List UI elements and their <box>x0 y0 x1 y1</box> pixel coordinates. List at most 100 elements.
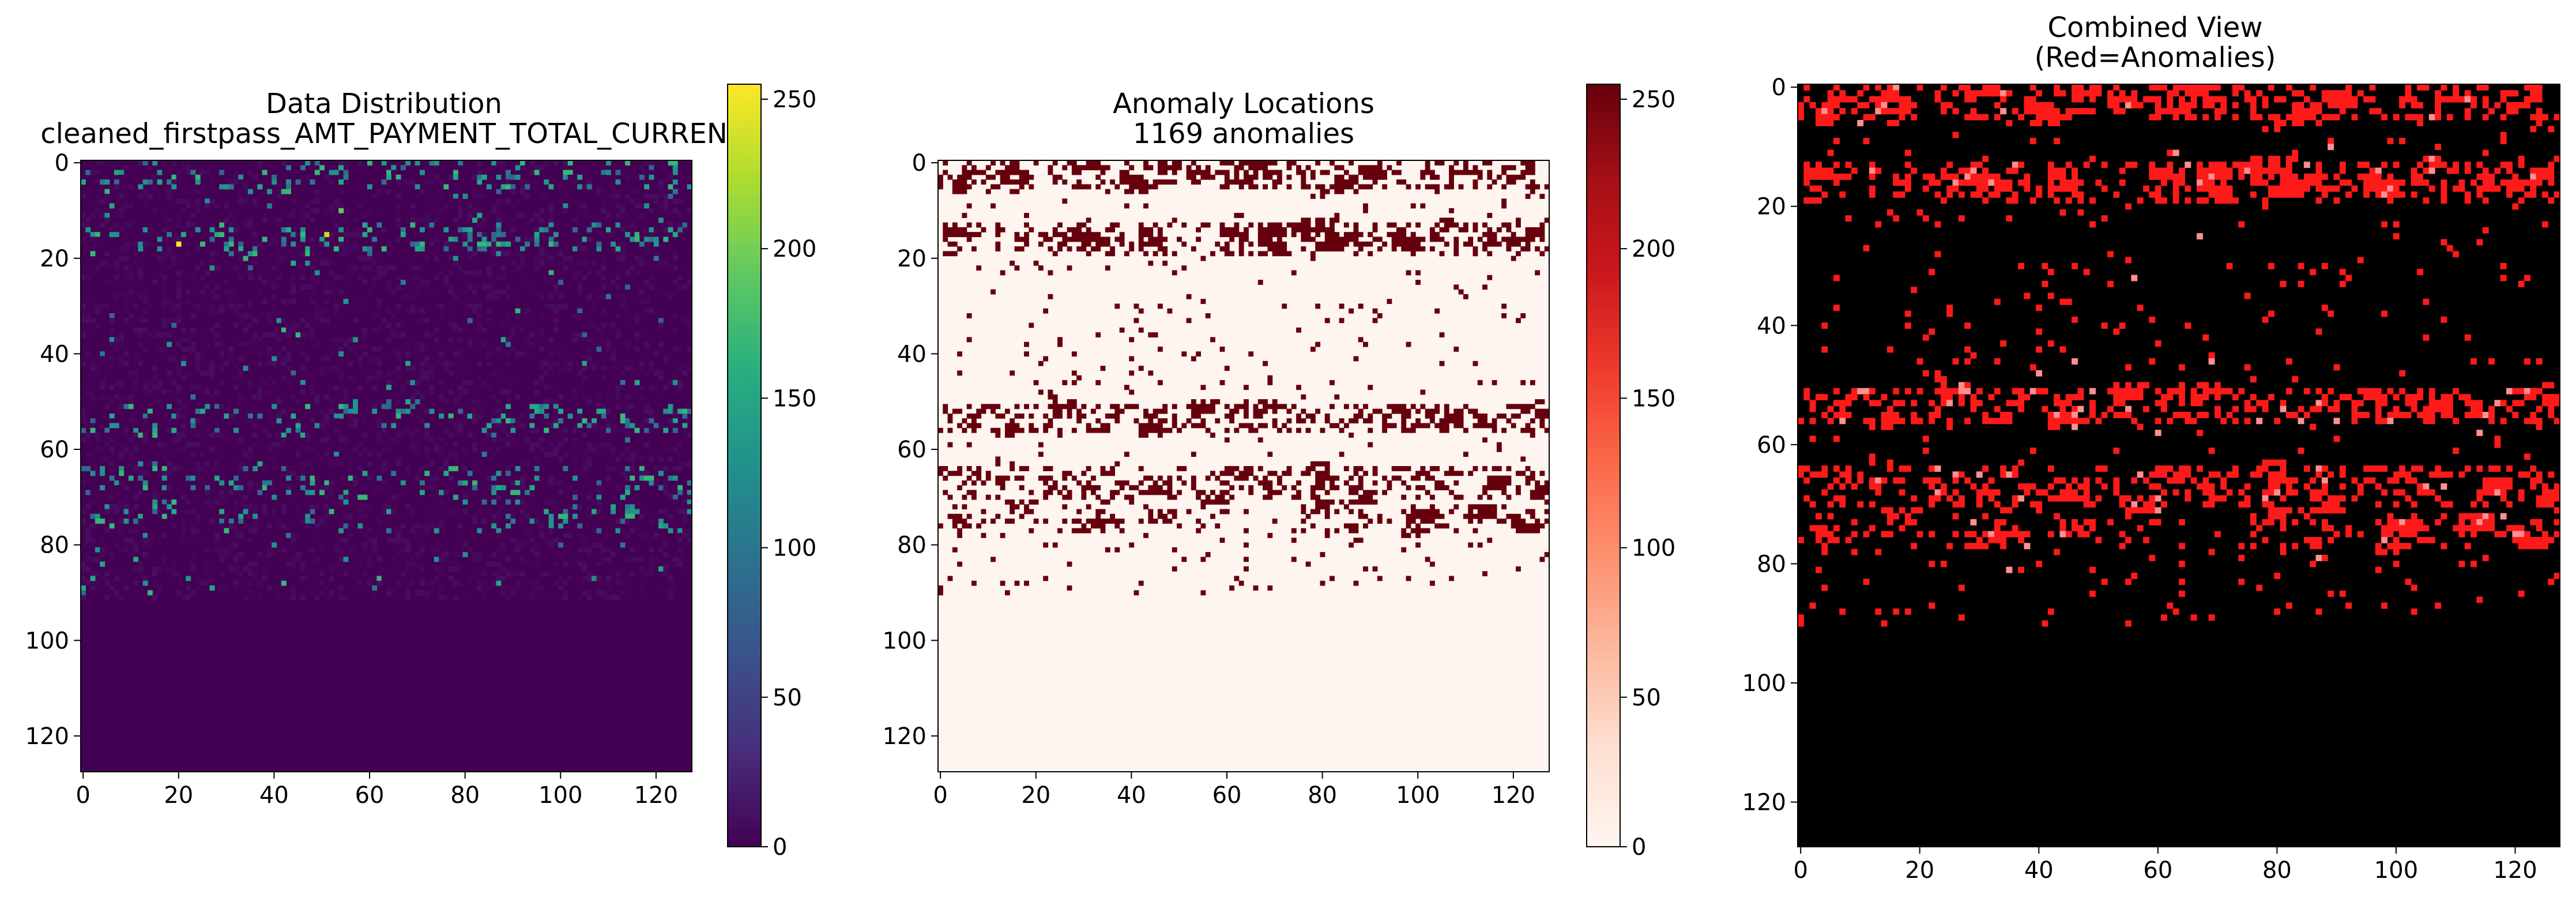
heatmap-cell <box>333 547 339 553</box>
heatmap-cell <box>572 423 578 429</box>
anomaly-cell <box>1449 509 1454 515</box>
anomaly-cell <box>1330 232 1335 238</box>
anomaly-cell <box>1043 423 1049 429</box>
heatmap-cell <box>180 361 186 366</box>
anomaly-cell <box>1081 222 1087 228</box>
heatmap-cell <box>448 289 454 295</box>
heatmap-cell <box>625 232 630 238</box>
heatmap-cell <box>272 265 277 271</box>
heatmap-cell <box>357 466 363 471</box>
anomaly-cell <box>1248 351 1254 357</box>
anomaly-cell <box>1353 356 1359 362</box>
heatmap-cell <box>276 446 282 452</box>
anomaly-cell <box>1353 174 1359 180</box>
heatmap-cell <box>611 213 616 218</box>
heatmap-cell <box>481 423 487 429</box>
heatmap-cell <box>415 160 420 166</box>
anomaly-cell <box>1324 227 1330 232</box>
heatmap-cell <box>386 590 391 596</box>
anomaly-cell <box>1391 222 1397 228</box>
heatmap-cell <box>190 423 196 429</box>
anomaly-cell <box>1530 490 1535 495</box>
heatmap-cell <box>119 170 125 175</box>
heatmap-cell <box>376 275 382 280</box>
heatmap-cell <box>506 361 511 366</box>
heatmap-cell <box>544 571 549 577</box>
anomaly-cell <box>976 222 982 228</box>
heatmap-cell <box>310 265 315 271</box>
heatmap-cell <box>324 241 330 247</box>
heatmap-cell <box>257 595 263 600</box>
heatmap-cell <box>190 213 196 218</box>
heatmap-cell <box>305 174 311 180</box>
heatmap-cell <box>195 418 201 424</box>
heatmap-cell <box>605 442 611 448</box>
anomaly-cell <box>1119 236 1125 242</box>
heatmap-cell <box>677 461 683 467</box>
heatmap-cell <box>142 346 148 352</box>
heatmap-cell <box>219 571 225 577</box>
heatmap-cell <box>266 523 272 529</box>
heatmap-cell <box>286 356 291 362</box>
anomaly-cell <box>976 475 982 481</box>
heatmap-cell <box>477 193 483 199</box>
anomaly-cell <box>995 241 1001 247</box>
heatmap-cell <box>214 203 220 209</box>
anomaly-cell <box>1272 222 1278 228</box>
heatmap-cell <box>300 165 306 171</box>
anomaly-cell <box>1076 480 1082 486</box>
heatmap-cell <box>276 251 282 257</box>
heatmap-cell <box>529 590 535 596</box>
anomaly-cell <box>1019 513 1025 519</box>
heatmap-cell <box>491 513 497 519</box>
heatmap-cell <box>142 532 148 538</box>
heatmap-cell <box>596 399 602 404</box>
anomaly-cell <box>1062 494 1068 500</box>
anomaly-cell <box>1014 236 1020 242</box>
anomaly-cell <box>1124 174 1129 180</box>
heatmap-cell <box>605 322 611 328</box>
heatmap-cell <box>510 380 516 385</box>
anomaly-cell <box>1377 165 1383 171</box>
anomaly-cell <box>1014 413 1020 419</box>
heatmap-cell <box>310 246 315 251</box>
heatmap-cell <box>123 318 129 324</box>
anomaly-cell <box>1129 356 1135 362</box>
anomaly-cell <box>1339 246 1345 251</box>
anomaly-cell <box>1501 165 1507 171</box>
heatmap-cell <box>500 585 506 591</box>
heatmap-cell <box>367 552 372 557</box>
anomaly-cell <box>1530 179 1535 185</box>
heatmap-cell <box>410 513 416 519</box>
anomaly-cell <box>1391 241 1397 247</box>
heatmap-cell <box>119 256 125 261</box>
anomaly-cell <box>1544 413 1550 419</box>
heatmap-cell <box>672 413 678 419</box>
anomaly-cell <box>1429 232 1435 238</box>
heatmap-cell <box>186 299 191 305</box>
anomaly-cell <box>1315 485 1321 491</box>
heatmap-cell <box>539 585 544 591</box>
anomaly-cell <box>1048 165 1053 171</box>
heatmap-cell <box>453 399 458 404</box>
heatmap-cell <box>128 399 134 404</box>
heatmap-cell <box>429 241 435 247</box>
anomaly-cell <box>1372 174 1378 180</box>
heatmap-cell <box>415 532 420 538</box>
heatmap-cell <box>209 366 215 371</box>
anomaly-cell <box>1539 408 1545 414</box>
anomaly-cell <box>1157 179 1163 185</box>
heatmap-cell <box>434 442 439 448</box>
heatmap-cell <box>625 404 630 410</box>
heatmap-cell <box>615 456 621 462</box>
heatmap-cell <box>548 542 554 548</box>
heatmap-cell <box>81 275 86 280</box>
heatmap-cell <box>462 499 468 505</box>
anomaly-cell <box>1415 241 1421 247</box>
heatmap-cell <box>109 475 115 481</box>
heatmap-cell <box>491 203 497 209</box>
heatmap-cell <box>448 452 454 457</box>
anomaly-cell <box>1401 418 1407 424</box>
heatmap-cell <box>639 256 645 261</box>
anomaly-cell <box>1129 404 1135 410</box>
